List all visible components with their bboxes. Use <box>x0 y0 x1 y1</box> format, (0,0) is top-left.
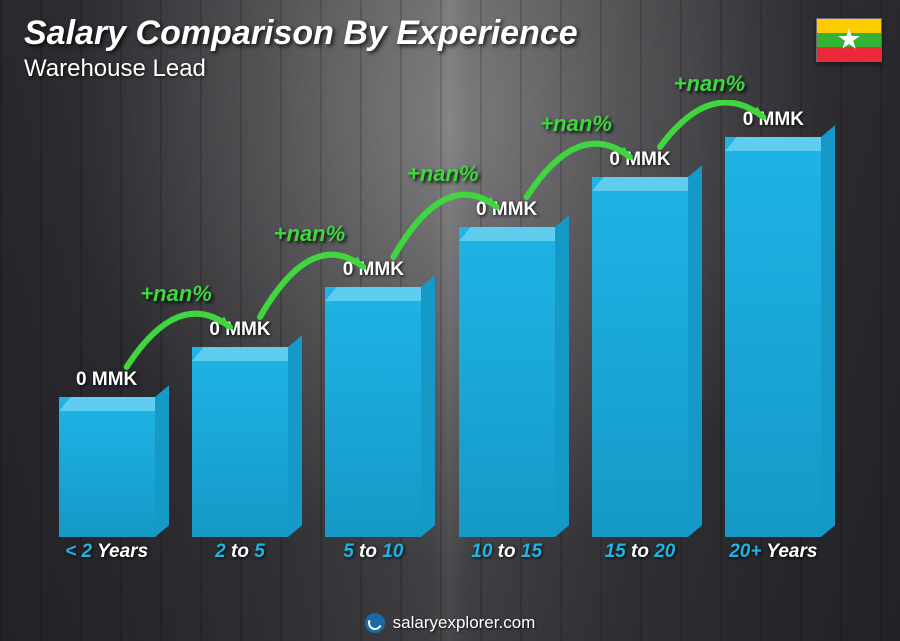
chart-title: Salary Comparison By Experience <box>24 14 876 53</box>
bar-front-face <box>192 347 288 537</box>
x-labels-container: < 2 Years2 to 55 to 1010 to 1515 to 2020… <box>40 541 840 571</box>
bar-side-face <box>155 385 169 537</box>
bar <box>59 397 155 537</box>
flag-star-icon: ★ <box>836 25 861 53</box>
bar-top-face <box>459 227 567 241</box>
x-axis-label: 15 to 20 <box>573 541 706 571</box>
bar-column: 0 MMK <box>307 259 440 537</box>
x-axis-label: 10 to 15 <box>440 541 573 571</box>
bar-top-face <box>59 397 167 411</box>
header: Salary Comparison By Experience Warehous… <box>24 14 876 83</box>
bar-front-face <box>459 227 555 537</box>
x-axis-label: 2 to 5 <box>173 541 306 571</box>
bar-top-face <box>325 287 433 301</box>
bar-top-face <box>592 177 700 191</box>
bar <box>459 227 555 537</box>
bar-column: 0 MMK <box>440 199 573 537</box>
bar <box>592 177 688 537</box>
bar-front-face <box>325 287 421 537</box>
bar <box>325 287 421 537</box>
bar-top-face <box>192 347 300 361</box>
bar-front-face <box>592 177 688 537</box>
x-axis-label: 5 to 10 <box>307 541 440 571</box>
bar-value-label: 0 MMK <box>343 259 404 281</box>
x-axis-label: < 2 Years <box>40 541 173 571</box>
bar-front-face <box>725 137 821 537</box>
bar <box>192 347 288 537</box>
chart-subtitle: Warehouse Lead <box>24 55 876 83</box>
bar-front-face <box>59 397 155 537</box>
chart-area: 0 MMK 0 MMK 0 MMK 0 MMK 0 MMK 0 MMK < 2 Years… <box>40 100 840 571</box>
bar-value-label: 0 MMK <box>209 319 270 341</box>
bar-column: 0 MMK <box>173 319 306 537</box>
bar-side-face <box>688 165 702 537</box>
bar-value-label: 0 MMK <box>76 369 137 391</box>
footer-text: salaryexplorer.com <box>393 613 536 633</box>
bar-value-label: 0 MMK <box>609 149 670 171</box>
bar-side-face <box>288 335 302 537</box>
footer: salaryexplorer.com <box>0 613 900 633</box>
country-flag-myanmar: ★ <box>816 18 882 62</box>
bar-column: 0 MMK <box>707 109 840 537</box>
bar-column: 0 MMK <box>40 369 173 537</box>
bar-column: 0 MMK <box>573 149 706 537</box>
bar-value-label: 0 MMK <box>743 109 804 131</box>
x-axis-label: 20+ Years <box>707 541 840 571</box>
bars-container: 0 MMK 0 MMK 0 MMK 0 MMK 0 MMK 0 MMK <box>40 100 840 537</box>
bar <box>725 137 821 537</box>
bar-side-face <box>555 215 569 537</box>
bar-side-face <box>421 275 435 537</box>
bar-side-face <box>821 125 835 537</box>
bar-value-label: 0 MMK <box>476 199 537 221</box>
site-logo-icon <box>365 613 385 633</box>
bar-top-face <box>725 137 833 151</box>
